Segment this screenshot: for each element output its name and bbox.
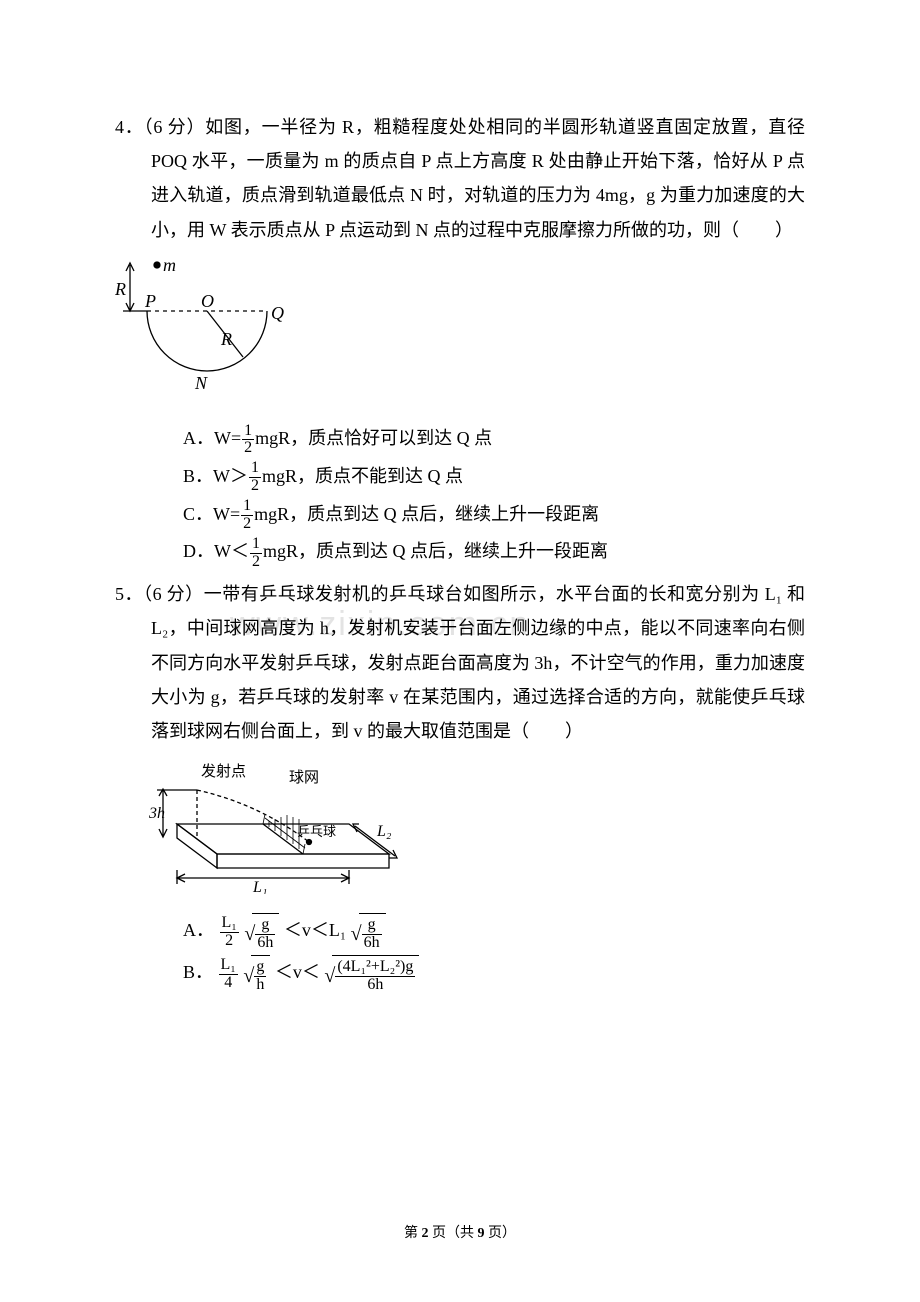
sqrt: g6h [351, 911, 386, 953]
q4-label-m: m [163, 255, 176, 275]
sqrt: gh [243, 953, 270, 995]
q5-number: 5．（6 分） [115, 584, 204, 604]
q4-options: A．W=12mgR，质点恰好可以到达 Q 点 B．W＞12mgR，质点不能到达 … [115, 420, 805, 571]
q4-a-pre: A．W= [183, 428, 241, 448]
frac-den: 2 [250, 553, 262, 571]
q5-label-L1: L₁ [252, 879, 267, 894]
frac-num: g [255, 917, 275, 934]
page-body: 4．（6 分）如图，一半径为 R，粗糙程度处处相同的半圆形轨道竖直固定放置，直径… [0, 0, 920, 995]
footer-mid: 页（共 [429, 1226, 478, 1241]
q4-label-Q: Q [271, 303, 284, 323]
q4-b-pre: B．W＞ [183, 466, 248, 486]
q5-label-3h: 3h [149, 805, 165, 822]
q4-opt-b: B．W＞12mgR，质点不能到达 Q 点 [183, 458, 805, 496]
frac-den: 4 [219, 974, 238, 992]
q4-figure: m R P O Q R N [115, 253, 805, 414]
q4-text: 如图，一半径为 R，粗糙程度处处相同的半圆形轨道竖直固定放置，直径 POQ 水平… [151, 117, 805, 240]
q5-a-mid: ＜v＜L₁ [284, 920, 346, 940]
q5-label-net: 球网 [289, 769, 319, 786]
frac-den: 6h [362, 934, 382, 952]
q4-opt-a: A．W=12mgR，质点恰好可以到达 Q 点 [183, 420, 805, 458]
q4-label-P: P [144, 291, 156, 311]
q4-label-N: N [194, 373, 208, 393]
frac-den: 6h [255, 934, 275, 952]
q5-b-pre: B． [183, 962, 213, 982]
q4-d-pre: D．W＜ [183, 541, 249, 561]
q5-label-ball: 乒乓球 [297, 824, 336, 839]
q5-figure: 发射点 球网 乒乓球 3h L₁ L₂ [149, 754, 805, 905]
q4-opt-c: C．W=12mgR，质点到达 Q 点后，继续上升一段距离 [183, 496, 805, 534]
q5-opt-a: A． L₁2 g6h ＜v＜L₁ g6h [183, 911, 805, 953]
q5-label-L2: L₂ [376, 823, 392, 840]
footer-total: 9 [478, 1226, 485, 1241]
q5-text: 一带有乒乓球发射机的乒乓球台如图所示，水平台面的长和宽分别为 L₁ 和 L₂，中… [151, 584, 805, 741]
frac-den: 2 [249, 477, 261, 495]
frac-num: g [254, 959, 266, 976]
footer-prefix: 第 [404, 1226, 422, 1241]
frac-num: 1 [241, 498, 253, 515]
frac-num: 1 [250, 536, 262, 553]
frac-num: 1 [249, 460, 261, 477]
footer-page: 2 [422, 1226, 429, 1241]
frac-den: 2 [220, 932, 239, 950]
q4-opt-d: D．W＜12mgR，质点到达 Q 点后，继续上升一段距离 [183, 533, 805, 571]
footer-suffix: 页） [485, 1226, 517, 1241]
q4-stem: 4．（6 分）如图，一半径为 R，粗糙程度处处相同的半圆形轨道竖直固定放置，直径… [115, 110, 805, 247]
q5-opt-b: B． L₁4 gh ＜v＜ (4L₁²+L₂²)g6h [183, 953, 805, 995]
frac-num: 1 [242, 423, 254, 440]
frac-num: L₁ [219, 957, 238, 974]
q4-label-Rin: R [220, 329, 232, 349]
q5-options: A． L₁2 g6h ＜v＜L₁ g6h B． L₁4 gh ＜v＜ (4L₁²… [115, 911, 805, 995]
frac-num: g [362, 917, 382, 934]
q5-a-pre: A． [183, 920, 214, 940]
sqrt: g6h [244, 911, 279, 953]
page-footer: 第 2 页（共 9 页） [0, 1222, 920, 1242]
q4-a-post: mgR，质点恰好可以到达 Q 点 [255, 428, 492, 448]
q5-b-mid: ＜v＜ [275, 962, 320, 982]
frac-den: h [254, 976, 266, 994]
sqrt: (4L₁²+L₂²)g6h [324, 953, 419, 995]
q4-number: 4．（6 分） [115, 117, 205, 137]
q5-stem: 5．（6 分）一带有乒乓球发射机的乒乓球台如图所示，水平台面的长和宽分别为 L₁… [115, 577, 805, 748]
frac-den: 2 [242, 439, 254, 457]
q4-label-O: O [201, 291, 214, 311]
q4-c-pre: C．W= [183, 504, 240, 524]
q4-d-post: mgR，质点到达 Q 点后，继续上升一段距离 [263, 541, 608, 561]
frac-den: 6h [335, 976, 415, 994]
frac-den: 2 [241, 515, 253, 533]
q5-label-launch: 发射点 [201, 763, 246, 780]
frac-num: (4L₁²+L₂²)g [335, 959, 415, 976]
frac-num: L₁ [220, 915, 239, 932]
q4-c-post: mgR，质点到达 Q 点后，继续上升一段距离 [254, 504, 599, 524]
q4-label-R: R [115, 279, 126, 299]
q4-b-post: mgR，质点不能到达 Q 点 [262, 466, 463, 486]
